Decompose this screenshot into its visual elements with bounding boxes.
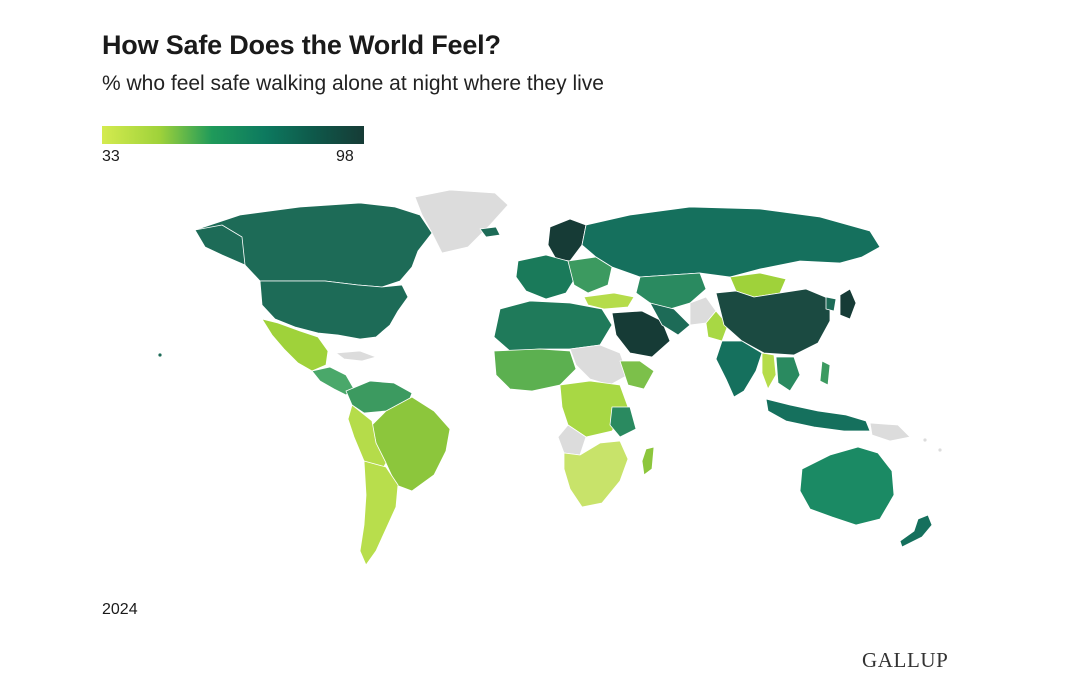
data-year: 2024 bbox=[102, 601, 138, 618]
region-australia bbox=[799, 446, 895, 526]
region-scandinavia bbox=[547, 218, 587, 262]
region-madagascar bbox=[641, 446, 655, 476]
region-saudi-arabia bbox=[611, 310, 671, 358]
legend-max-label: 98 bbox=[336, 148, 354, 165]
region-iceland bbox=[479, 226, 501, 238]
region-indochina bbox=[775, 356, 801, 392]
region-pakistan bbox=[705, 310, 729, 342]
region-western-europe bbox=[515, 254, 577, 300]
region-japan bbox=[839, 288, 857, 320]
legend-min-label: 33 bbox=[102, 148, 120, 165]
region-greenland bbox=[414, 189, 509, 254]
region-india bbox=[715, 340, 763, 398]
region-new-zealand bbox=[899, 514, 933, 548]
region-north-africa bbox=[493, 300, 613, 352]
region-horn-of-africa bbox=[619, 360, 655, 390]
region-southern-cone bbox=[359, 460, 399, 566]
region-southern-africa bbox=[563, 440, 629, 508]
region-united-states bbox=[259, 280, 409, 340]
region-tanzania bbox=[609, 406, 637, 438]
gallup-logo: GALLUP bbox=[862, 648, 949, 672]
region-philippines bbox=[819, 360, 831, 386]
region-papua bbox=[869, 422, 911, 442]
region-myanmar bbox=[761, 352, 777, 390]
color-scale-legend bbox=[102, 126, 364, 144]
region-korea bbox=[825, 296, 837, 312]
chart-title: How Safe Does the World Feel? bbox=[102, 30, 501, 60]
region-pacific-island bbox=[937, 447, 943, 453]
region-pacific-island bbox=[157, 352, 163, 358]
region-indonesia bbox=[765, 398, 871, 432]
chart-subtitle: % who feel safe walking alone at night w… bbox=[102, 72, 604, 95]
region-turkey bbox=[583, 292, 635, 310]
region-sahel bbox=[569, 344, 629, 386]
region-iran bbox=[649, 302, 691, 336]
region-cuba bbox=[335, 350, 377, 362]
region-mexico bbox=[261, 318, 329, 372]
region-pacific-island bbox=[922, 437, 928, 443]
world-map bbox=[150, 185, 980, 585]
region-russia bbox=[581, 206, 881, 278]
region-alaska bbox=[194, 224, 246, 266]
